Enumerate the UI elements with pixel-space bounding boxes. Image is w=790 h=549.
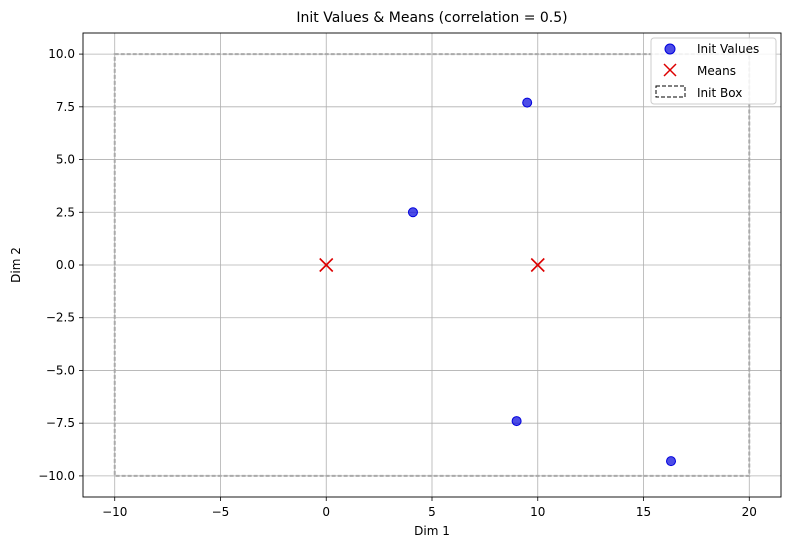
legend-label-init-box: Init Box (697, 86, 742, 100)
x-tick-label: 5 (428, 505, 436, 519)
y-tick-label: −2.5 (46, 311, 75, 325)
chart-title: Init Values & Means (correlation = 0.5) (296, 10, 567, 26)
y-tick-label: −7.5 (46, 416, 75, 430)
y-axis-label: Dim 2 (9, 247, 23, 283)
tick-layer: −10 −5 0 5 10 15 20 −10.0 −7.5 −5.0 −2.5 0.0 2.5 5.0 7… (38, 47, 757, 519)
x-axis-label: Dim 1 (414, 524, 450, 538)
x-tick-label: 10 (530, 505, 545, 519)
x-tick-label: 0 (322, 505, 330, 519)
y-tick-label: 10.0 (48, 47, 75, 61)
means-point (530, 257, 545, 273)
y-tick-label: 5.0 (56, 153, 75, 167)
y-tick-label: 0.0 (56, 258, 75, 272)
init-values-point (666, 456, 677, 467)
legend-marker-init-box (655, 85, 686, 98)
means-point (319, 257, 334, 273)
init-values-point (511, 416, 522, 427)
y-tick-label: −5.0 (46, 363, 75, 377)
init-values-point (522, 97, 533, 108)
init-values-point (407, 207, 418, 218)
legend: Init Values Means Init Box (650, 37, 777, 105)
legend-label-init-values: Init Values (697, 42, 759, 56)
x-tick-label: 20 (742, 505, 757, 519)
legend-label-means: Means (697, 64, 736, 78)
legend-marker-init-values (664, 43, 676, 55)
y-tick-label: 7.5 (56, 100, 75, 114)
series-layer (319, 97, 677, 467)
x-tick-label: −5 (212, 505, 230, 519)
x-tick-label: −10 (102, 505, 127, 519)
x-tick-label: 15 (636, 505, 651, 519)
y-tick-label: −10.0 (38, 469, 75, 483)
y-tick-label: 2.5 (56, 205, 75, 219)
legend-frame (650, 37, 777, 105)
legend-marker-means (663, 63, 677, 77)
